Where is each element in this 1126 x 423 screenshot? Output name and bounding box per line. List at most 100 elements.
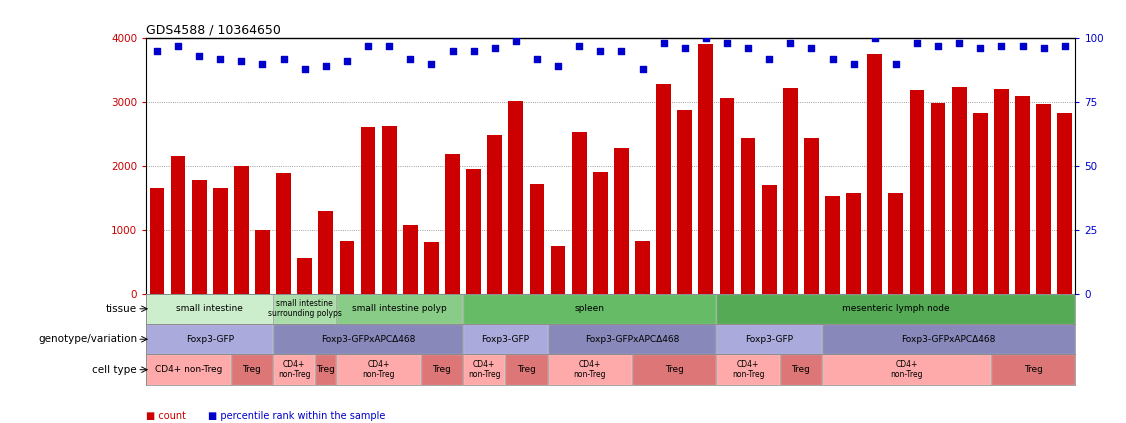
- Bar: [171, 156, 186, 294]
- Bar: [463, 354, 506, 385]
- Point: [760, 55, 778, 62]
- Bar: [632, 354, 716, 385]
- Bar: [825, 196, 840, 294]
- Point: [212, 55, 230, 62]
- Point: [676, 45, 694, 52]
- Point: [401, 55, 419, 62]
- Bar: [315, 354, 337, 385]
- Point: [972, 45, 990, 52]
- Point: [169, 42, 187, 49]
- Text: Treg: Treg: [316, 365, 336, 374]
- Text: Treg: Treg: [517, 365, 536, 374]
- Bar: [572, 132, 587, 294]
- Bar: [463, 294, 716, 324]
- Point: [1056, 42, 1074, 49]
- Bar: [315, 354, 337, 385]
- Point: [549, 63, 568, 69]
- Bar: [847, 192, 861, 294]
- Bar: [319, 211, 333, 294]
- Text: CD4+
non-Treg: CD4+ non-Treg: [732, 360, 765, 379]
- Bar: [421, 354, 463, 385]
- Bar: [274, 324, 463, 354]
- Bar: [337, 294, 463, 324]
- Bar: [551, 246, 565, 294]
- Text: Treg: Treg: [1024, 365, 1043, 374]
- Bar: [822, 324, 1075, 354]
- Text: Foxp3-GFP: Foxp3-GFP: [745, 335, 793, 344]
- Bar: [506, 354, 547, 385]
- Text: spleen: spleen: [574, 304, 605, 313]
- Bar: [994, 89, 1009, 294]
- Bar: [783, 88, 797, 294]
- Bar: [337, 294, 463, 324]
- Bar: [635, 241, 650, 294]
- Text: small intestine: small intestine: [177, 304, 243, 313]
- Text: GDS4588 / 10364650: GDS4588 / 10364650: [146, 24, 282, 37]
- Bar: [931, 103, 946, 294]
- Bar: [716, 294, 1075, 324]
- Bar: [234, 166, 249, 294]
- Point: [465, 47, 483, 54]
- Bar: [213, 188, 227, 294]
- Point: [338, 58, 356, 64]
- Bar: [716, 294, 1075, 324]
- Bar: [506, 354, 547, 385]
- Text: CD4+
non-Treg: CD4+ non-Treg: [891, 360, 922, 379]
- Point: [654, 40, 672, 47]
- Bar: [146, 354, 231, 385]
- Bar: [678, 110, 692, 294]
- Bar: [509, 101, 524, 294]
- Text: Treg: Treg: [792, 365, 811, 374]
- Text: cell type: cell type: [92, 365, 137, 375]
- Bar: [614, 148, 628, 294]
- Text: Foxp3-GFPxAPCΔ468: Foxp3-GFPxAPCΔ468: [902, 335, 995, 344]
- Bar: [488, 135, 502, 294]
- Bar: [1016, 96, 1030, 294]
- Bar: [804, 138, 819, 294]
- Point: [444, 47, 462, 54]
- Point: [718, 40, 736, 47]
- Bar: [716, 324, 822, 354]
- Bar: [274, 354, 315, 385]
- Bar: [463, 294, 716, 324]
- Bar: [741, 138, 756, 294]
- Text: genotype/variation: genotype/variation: [38, 334, 137, 344]
- Text: Foxp3-GFPxAPCΔ468: Foxp3-GFPxAPCΔ468: [584, 335, 679, 344]
- Bar: [991, 354, 1075, 385]
- Point: [381, 42, 399, 49]
- Bar: [191, 180, 206, 294]
- Bar: [274, 294, 337, 324]
- Point: [570, 42, 588, 49]
- Bar: [146, 354, 231, 385]
- Point: [190, 52, 208, 59]
- Bar: [779, 354, 822, 385]
- Text: ■ count: ■ count: [146, 411, 187, 421]
- Point: [739, 45, 757, 52]
- Bar: [337, 354, 421, 385]
- Point: [613, 47, 631, 54]
- Bar: [466, 169, 481, 294]
- Bar: [276, 173, 291, 294]
- Point: [507, 37, 525, 44]
- Bar: [910, 91, 924, 294]
- Bar: [360, 127, 375, 294]
- Bar: [425, 242, 439, 294]
- Bar: [150, 188, 164, 294]
- Bar: [632, 354, 716, 385]
- Bar: [445, 154, 459, 294]
- Bar: [547, 354, 632, 385]
- Bar: [716, 354, 779, 385]
- Text: CD4+
non-Treg: CD4+ non-Treg: [468, 360, 500, 379]
- Bar: [822, 324, 1075, 354]
- Text: small intestine
surrounding polyps: small intestine surrounding polyps: [268, 299, 341, 319]
- Point: [634, 65, 652, 72]
- Point: [591, 47, 609, 54]
- Point: [275, 55, 293, 62]
- Text: mesenteric lymph node: mesenteric lymph node: [842, 304, 949, 313]
- Point: [823, 55, 841, 62]
- Point: [528, 55, 546, 62]
- Bar: [256, 230, 270, 294]
- Point: [803, 45, 821, 52]
- Text: CD4+
non-Treg: CD4+ non-Treg: [363, 360, 395, 379]
- Bar: [340, 241, 355, 294]
